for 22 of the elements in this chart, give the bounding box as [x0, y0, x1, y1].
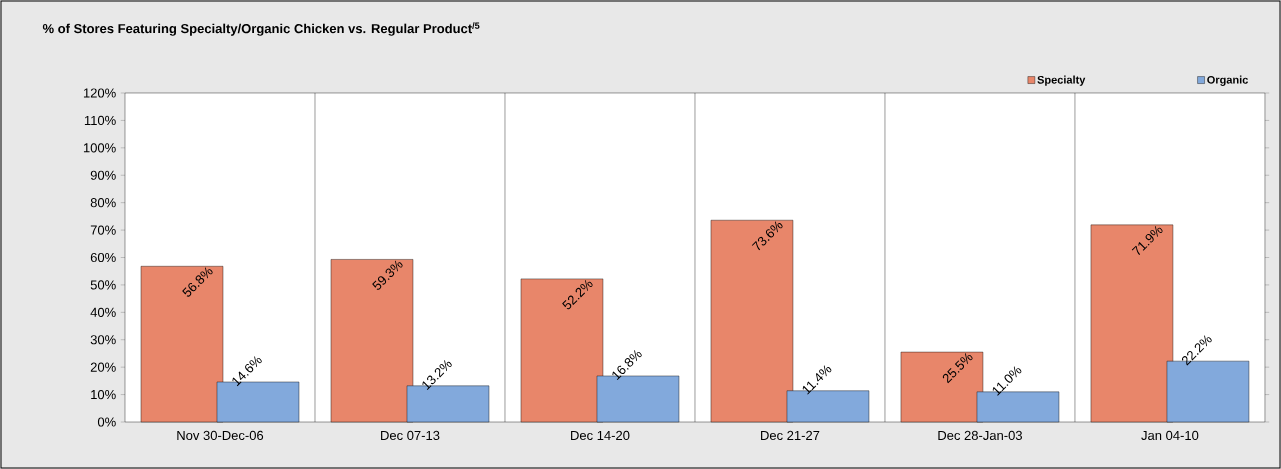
x-tick-label: Dec 14-20: [571, 430, 630, 440]
x-tick-label: Dec 21-27: [761, 430, 820, 440]
y-tick-label: 50%: [90, 280, 116, 290]
y-tick-label: 40%: [90, 307, 116, 317]
x-tick-label: Dec 07-13: [381, 430, 440, 440]
y-tick-label: 110%: [84, 115, 116, 126]
y-tick-label: 60%: [90, 252, 116, 263]
y-tick-label: 80%: [90, 198, 116, 208]
y-tick-label: 0%: [97, 417, 116, 427]
y-tick-label: 30%: [90, 335, 116, 345]
y-tick-label: 70%: [90, 225, 116, 235]
legend-label: Specialty: [1037, 75, 1086, 86]
chart-title: % of Stores Featuring Specialty/Organic Chicken vs. Regular Product$^{/5}$: [42, 22, 480, 36]
y-tick-label: 10%: [91, 389, 116, 400]
x-tick-label: Nov 30-Dec-06: [177, 430, 264, 440]
y-tick-label: 20%: [90, 362, 116, 372]
legend-label: Organic: [1207, 75, 1249, 86]
y-tick-label: 90%: [90, 170, 116, 180]
y-tick-label: 120%: [83, 88, 116, 98]
y-tick-label: 100%: [83, 143, 116, 153]
x-tick-label: Dec 28-Jan-03: [938, 430, 1022, 440]
x-tick-label: Jan 04-10: [1141, 430, 1199, 440]
